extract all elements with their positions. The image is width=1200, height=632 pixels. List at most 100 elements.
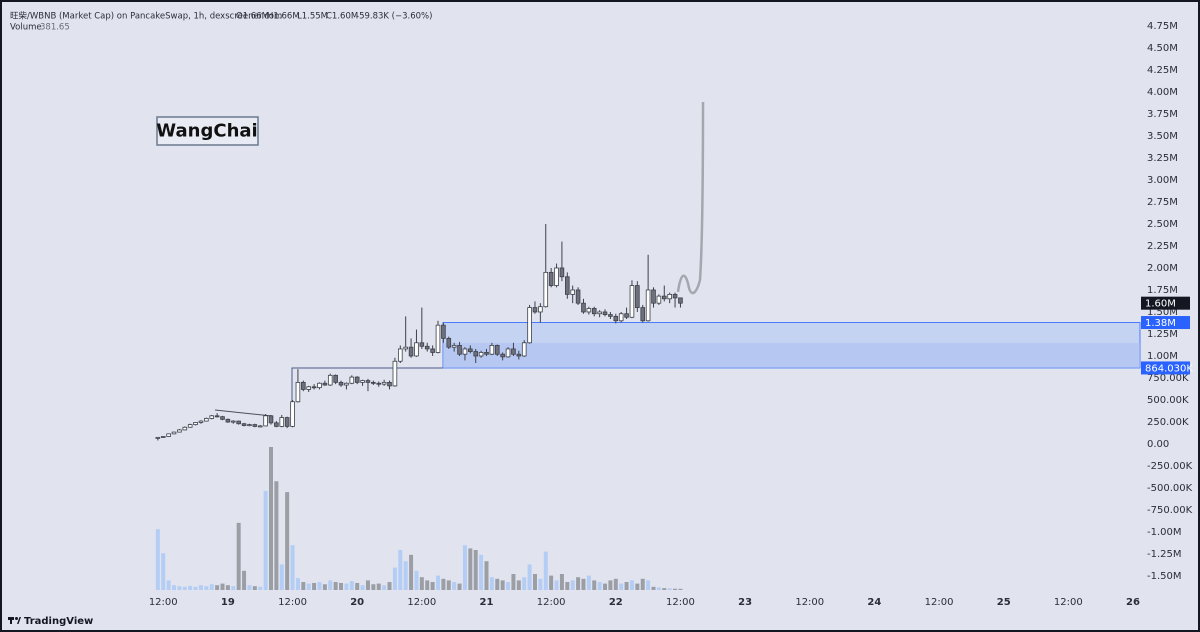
volume-bar [376, 583, 381, 590]
x-tick-label: 12:00 [925, 597, 954, 608]
candle-body [387, 381, 392, 387]
candle-body [230, 420, 236, 423]
volume-bar [565, 582, 570, 590]
candle-body [678, 297, 683, 304]
candle-body [225, 418, 231, 423]
volume-bar [452, 582, 457, 590]
candle-body [360, 380, 365, 383]
candle-body [511, 348, 516, 355]
y-tick-label: 1.25M [1147, 329, 1178, 340]
volume-bar [586, 575, 591, 590]
volume-bar [295, 578, 300, 590]
x-tick-label: 12:00 [1054, 597, 1083, 608]
y-tick-label: 3.25M [1147, 153, 1178, 164]
x-tick-label: 12:00 [278, 597, 307, 608]
volume-bar [231, 586, 236, 590]
candle-body [397, 348, 403, 362]
volume-bar [468, 548, 473, 590]
y-tick-label: -250.00K [1147, 461, 1193, 472]
volume-bar [333, 582, 338, 590]
candle-body [484, 352, 489, 355]
candle-body [338, 381, 344, 386]
candle-body [177, 429, 182, 433]
volume-bar [419, 577, 424, 590]
volume-bar [365, 580, 370, 590]
volume-bar [457, 583, 462, 590]
volume-value: 381.65 [40, 23, 70, 33]
candle-body [527, 307, 532, 344]
candle-body [559, 267, 565, 278]
y-tick-label: 2.00M [1147, 263, 1178, 274]
y-tick-label: 4.25M [1147, 65, 1178, 76]
price-label-box [1141, 316, 1190, 330]
volume-bar [349, 581, 354, 590]
candle-body [247, 424, 252, 427]
volume-bar [392, 567, 397, 590]
volume-bar [263, 490, 268, 590]
volume-bar [522, 577, 527, 590]
volume-bar [603, 583, 608, 590]
annotation: WangChai [156, 121, 257, 142]
price-label-box [1141, 296, 1190, 310]
candle-body [424, 345, 430, 350]
y-tick-label: -1.50M [1147, 571, 1182, 582]
volume-bar [252, 586, 257, 590]
volume-bar [328, 580, 333, 590]
stat-change: -59.83K (−3.60%) [356, 12, 432, 22]
volume-bar [166, 580, 171, 590]
volume-bar [570, 580, 575, 590]
volume-bar [446, 580, 451, 590]
y-tick-label: 1.50M [1147, 307, 1178, 318]
zone-inner [443, 343, 1140, 368]
volume-bar [506, 582, 511, 590]
volume-bar [592, 580, 597, 590]
volume-bar [678, 588, 683, 590]
volume-bar [371, 584, 376, 590]
volume-bar [225, 585, 230, 590]
y-tick-label: 3.00M [1147, 175, 1178, 186]
volume-bar [495, 578, 500, 590]
x-tick-label: 24 [867, 597, 881, 608]
y-tick-label: 750.00K [1147, 373, 1189, 384]
candle-body [451, 345, 457, 348]
x-tick-label: 12:00 [149, 597, 178, 608]
volume-bar [462, 545, 467, 590]
candle-body [257, 425, 263, 428]
candle-body [635, 285, 640, 308]
candle-body [349, 376, 355, 384]
x-tick-label: 12:00 [795, 597, 824, 608]
candle-body [419, 342, 425, 347]
volume-bar [312, 582, 317, 590]
volume-bar [549, 575, 554, 590]
volume-bar [193, 586, 198, 590]
volume-bar [360, 585, 365, 590]
volume-bar [640, 578, 645, 590]
candle-body [274, 422, 279, 427]
volume-bar [436, 575, 441, 590]
volume-bar [538, 578, 543, 590]
candle-body [279, 417, 285, 427]
y-tick-label: 3.75M [1147, 109, 1178, 120]
x-tick-label: 21 [480, 597, 494, 608]
candle-body [468, 348, 473, 352]
volume-bar [317, 582, 322, 590]
volume-bar [344, 583, 349, 590]
volume-bar [236, 522, 241, 590]
volume-bar [667, 588, 672, 590]
candle-body [241, 423, 247, 426]
volume-bar [398, 550, 403, 590]
candle-body [214, 415, 220, 418]
stat-close: C1.60M [326, 12, 358, 22]
candle-body [672, 293, 678, 299]
stat-low: L1.55M [297, 12, 328, 22]
candle-body [408, 346, 414, 357]
volume-bar [290, 545, 295, 590]
candle-body [505, 348, 511, 358]
volume-bar [646, 580, 651, 590]
candle-body [489, 345, 495, 355]
candle-body [575, 289, 581, 304]
stat-high: H1.66M [267, 12, 300, 22]
candle-body [597, 311, 602, 315]
